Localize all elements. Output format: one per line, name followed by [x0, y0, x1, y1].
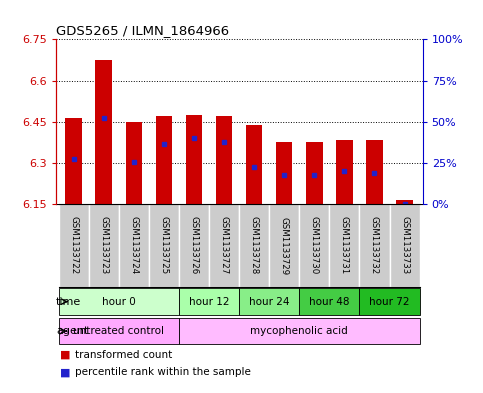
Bar [239, 288, 299, 315]
Text: agent: agent [56, 326, 88, 336]
Bar [389, 204, 420, 287]
Bar [179, 288, 239, 315]
Bar [58, 288, 179, 315]
Text: GSM1133728: GSM1133728 [250, 217, 258, 275]
Text: hour 72: hour 72 [369, 297, 410, 307]
Text: GSM1133729: GSM1133729 [280, 217, 289, 275]
Text: time: time [56, 297, 82, 307]
Text: GSM1133732: GSM1133732 [370, 217, 379, 275]
Text: hour 0: hour 0 [102, 297, 136, 307]
Bar [58, 204, 89, 287]
Text: untreated control: untreated control [73, 326, 164, 336]
Text: hour 12: hour 12 [189, 297, 229, 307]
Text: GSM1133727: GSM1133727 [220, 217, 228, 275]
Bar [58, 318, 179, 344]
Bar [269, 204, 299, 287]
Text: GSM1133730: GSM1133730 [310, 217, 319, 275]
Bar [126, 122, 142, 204]
Bar [179, 204, 209, 287]
Text: GSM1133733: GSM1133733 [400, 217, 409, 275]
Bar [299, 204, 329, 287]
Text: percentile rank within the sample: percentile rank within the sample [75, 367, 251, 377]
Bar [359, 288, 420, 315]
Bar [156, 116, 172, 204]
Bar [336, 140, 353, 204]
Bar [185, 115, 202, 204]
Text: hour 48: hour 48 [309, 297, 350, 307]
Bar [209, 204, 239, 287]
Bar [149, 204, 179, 287]
Text: GSM1133725: GSM1133725 [159, 217, 169, 275]
Text: GDS5265 / ILMN_1864966: GDS5265 / ILMN_1864966 [56, 24, 228, 37]
Text: GSM1133731: GSM1133731 [340, 217, 349, 275]
Text: GSM1133726: GSM1133726 [189, 217, 199, 275]
Text: mycophenolic acid: mycophenolic acid [250, 326, 348, 336]
Text: GSM1133723: GSM1133723 [99, 217, 108, 275]
Bar [366, 140, 383, 204]
Bar [396, 200, 413, 204]
Bar [306, 143, 323, 204]
Bar [276, 143, 293, 204]
Bar [239, 204, 269, 287]
Bar [246, 125, 262, 204]
Bar [119, 204, 149, 287]
Bar [329, 204, 359, 287]
Bar [179, 318, 420, 344]
Text: ■: ■ [60, 350, 71, 360]
Bar [65, 118, 82, 204]
Bar [89, 204, 119, 287]
Bar [96, 60, 112, 204]
Text: ■: ■ [60, 367, 71, 377]
Text: hour 24: hour 24 [249, 297, 289, 307]
Bar [216, 116, 232, 204]
Bar [299, 288, 359, 315]
Text: GSM1133722: GSM1133722 [69, 217, 78, 275]
Text: transformed count: transformed count [75, 350, 172, 360]
Text: GSM1133724: GSM1133724 [129, 217, 138, 275]
Bar [359, 204, 389, 287]
